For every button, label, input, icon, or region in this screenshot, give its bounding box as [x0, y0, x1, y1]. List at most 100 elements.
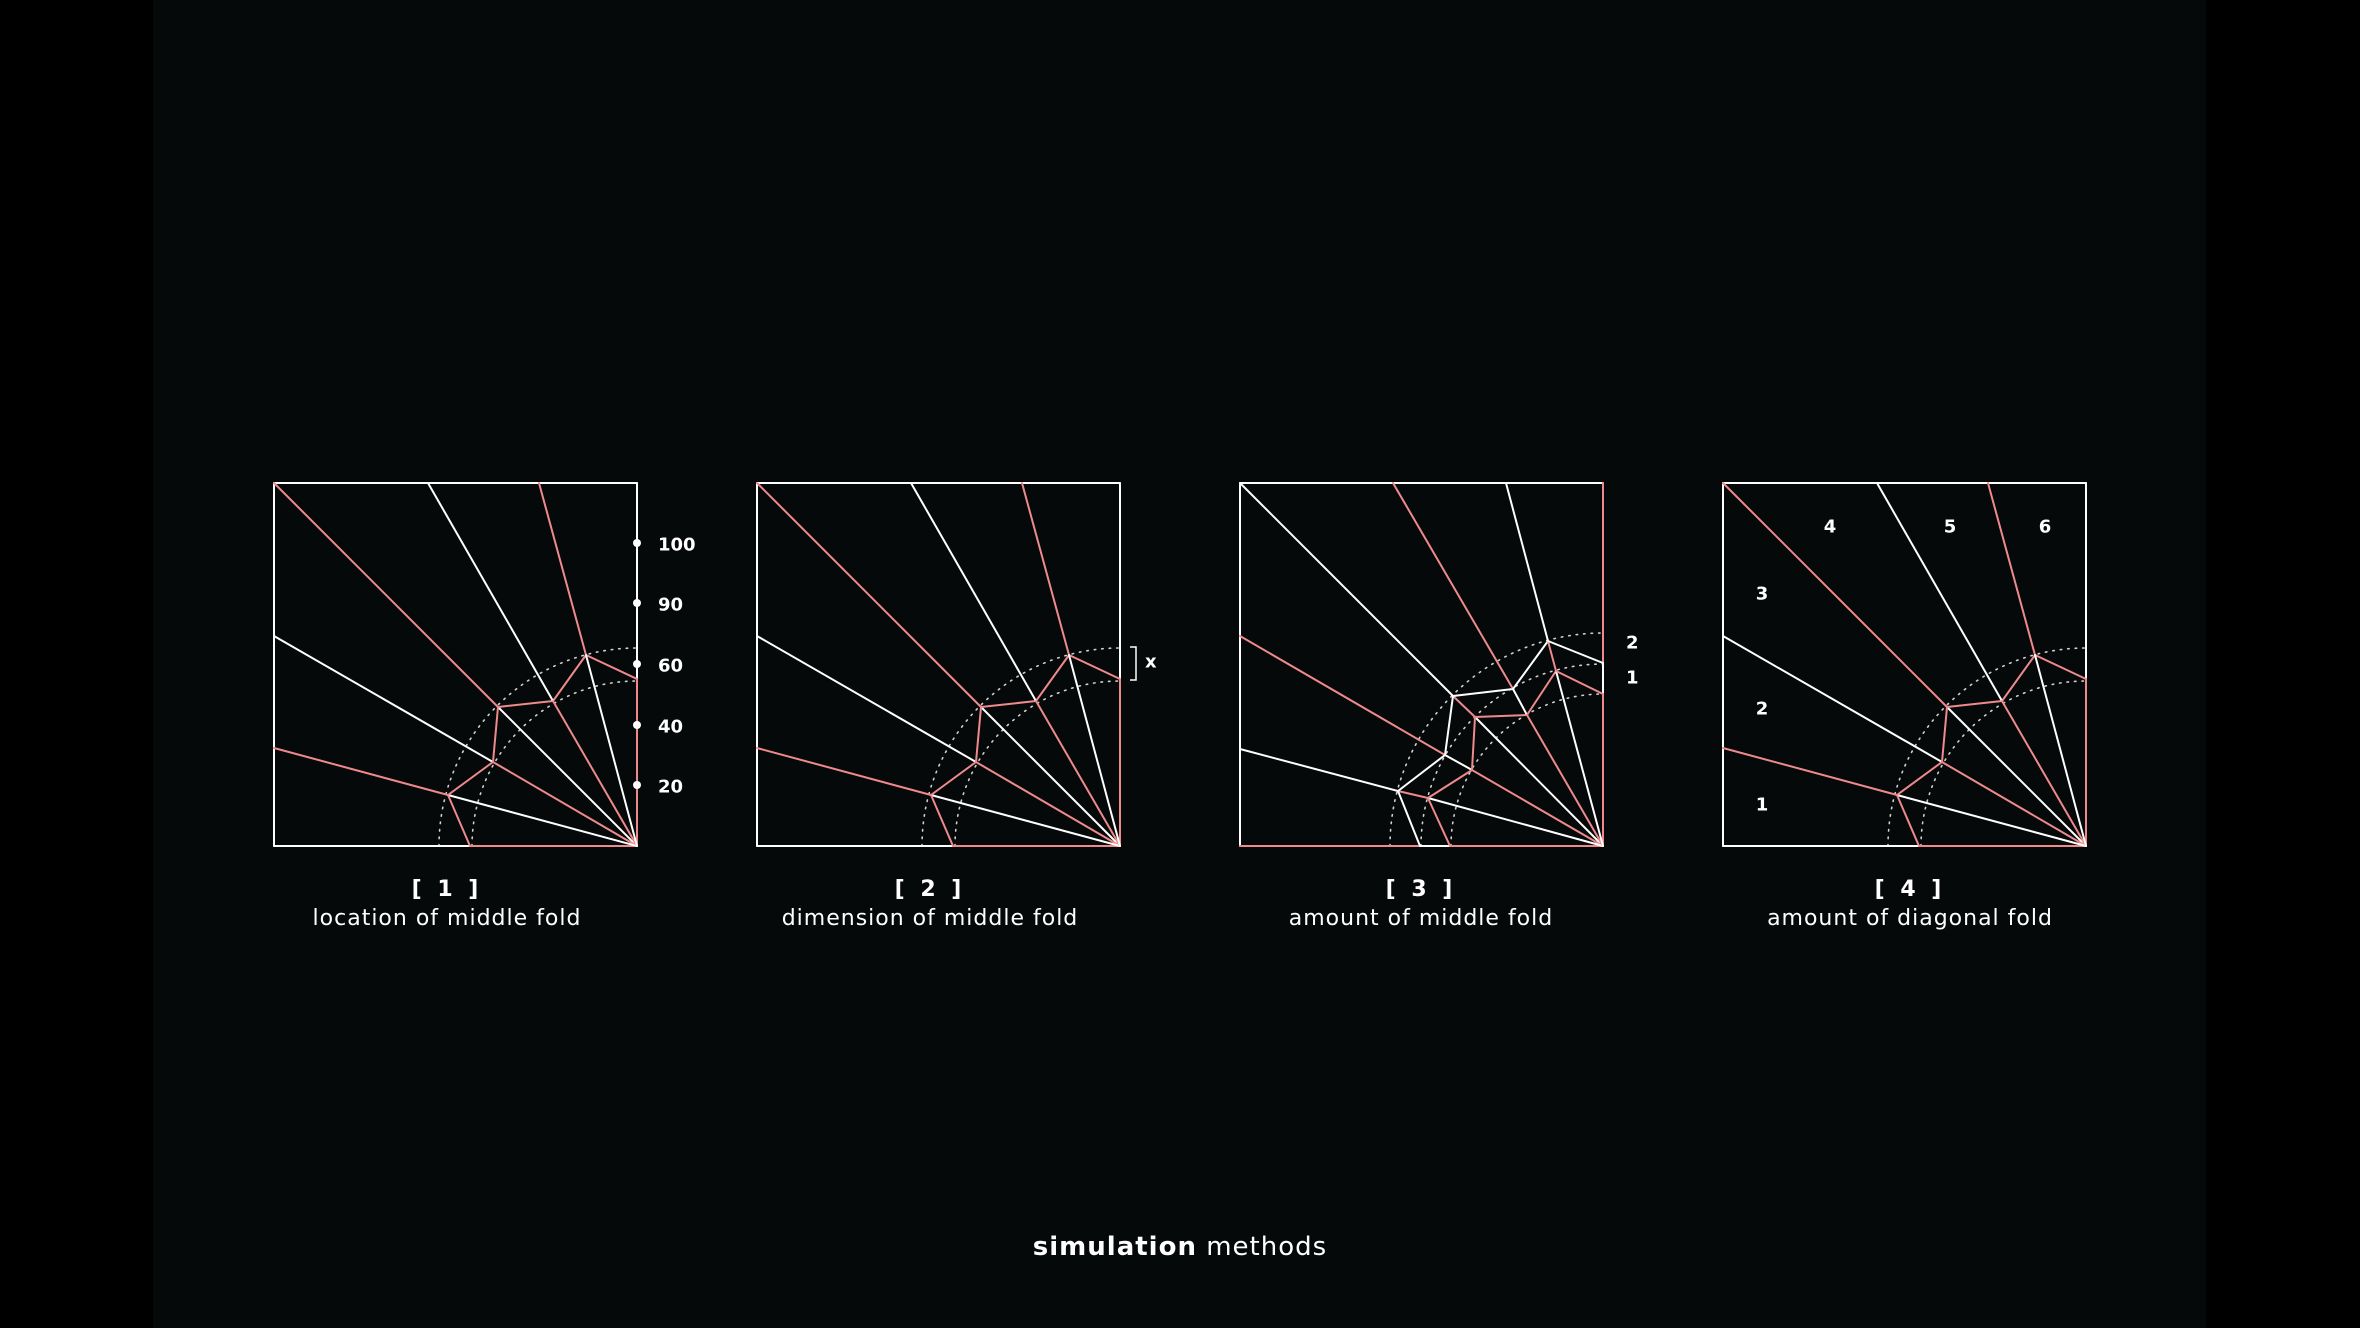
valley-fold-line — [2034, 654, 2087, 680]
valley-fold-line — [1452, 695, 1476, 718]
mountain-fold-line — [1068, 654, 1121, 847]
crease-pattern — [1239, 482, 1604, 847]
scale-label-40: 40 — [658, 716, 684, 738]
valley-fold-line — [273, 747, 449, 796]
valley-fold-line — [447, 794, 471, 847]
dotted-arc — [438, 647, 638, 847]
scale-dot — [633, 599, 641, 607]
dimension-label-x: x — [1145, 651, 1157, 673]
fold-label-1: 1 — [1626, 667, 1639, 689]
mountain-fold-line — [1876, 482, 2003, 702]
caption-number: [ 3 ] — [1385, 877, 1457, 902]
caption-3: [ 3 ] amount of middle fold — [1171, 876, 1671, 934]
mountain-fold-line — [1896, 794, 2087, 847]
crease-pattern — [1722, 482, 2087, 847]
sector-label-4: 4 — [1823, 516, 1837, 538]
valley-fold-line — [585, 654, 638, 680]
panel-location-of-middle-fold — [273, 482, 641, 847]
mountain-fold-line — [2034, 654, 2087, 847]
mountain-fold-line — [1555, 670, 1604, 847]
caption-number: [ 4 ] — [1874, 877, 1946, 902]
slide-title: simulation methods — [0, 1232, 2360, 1262]
dotted-arc — [921, 647, 1121, 847]
sector-label-5: 5 — [1943, 516, 1957, 538]
valley-fold-line — [756, 747, 932, 796]
mountain-fold-line — [1722, 635, 1943, 763]
mountain-fold-line — [273, 635, 494, 763]
caption-text: amount of diagonal fold — [1767, 906, 2053, 931]
valley-fold-line — [273, 482, 499, 708]
valley-fold-line — [1471, 769, 1604, 847]
valley-fold-line — [1722, 747, 1898, 796]
valley-fold-line — [1035, 700, 1121, 847]
valley-fold-line — [492, 706, 499, 763]
valley-fold-line — [1896, 794, 1920, 847]
valley-fold-line — [552, 700, 638, 847]
sector-label-1: 1 — [1755, 794, 1769, 816]
scale-dot — [633, 781, 641, 789]
mountain-fold-line — [447, 794, 638, 847]
valley-fold-line — [1427, 769, 1473, 799]
valley-fold-line — [1555, 670, 1604, 695]
valley-fold-line — [1035, 654, 1070, 702]
panel-dimension-of-middle-fold — [756, 482, 1137, 847]
valley-fold-line — [1068, 654, 1121, 680]
valley-fold-line — [552, 654, 587, 702]
caption-number: [ 2 ] — [894, 877, 966, 902]
valley-fold-line — [930, 794, 954, 847]
valley-fold-line — [975, 761, 1121, 847]
slide-title-regular: methods — [1206, 1232, 1328, 1262]
panel-amount-of-diagonal-fold — [1722, 482, 2087, 847]
mountain-fold-line — [910, 482, 1037, 702]
valley-fold-line — [1392, 482, 1514, 690]
caption-text: location of middle fold — [312, 906, 582, 931]
slide-background — [153, 0, 2206, 1328]
scale-label-100: 100 — [658, 534, 696, 556]
sector-label-6: 6 — [2038, 516, 2052, 538]
valley-fold-line — [980, 700, 1037, 708]
mountain-fold-line — [1397, 754, 1446, 792]
valley-fold-line — [1427, 797, 1451, 847]
valley-fold-line — [1526, 670, 1557, 716]
sector-label-3: 3 — [1755, 583, 1769, 605]
valley-fold-line — [1397, 790, 1429, 799]
fold-label-2: 2 — [1626, 632, 1639, 654]
caption-text: dimension of middle fold — [781, 906, 1079, 931]
mountain-fold-line — [1444, 754, 1473, 771]
mountain-fold-line — [756, 635, 977, 763]
mountain-fold-line — [427, 482, 554, 702]
mountain-fold-line — [930, 794, 1121, 847]
mountain-fold-line — [1452, 688, 1514, 697]
mountain-fold-line — [497, 706, 638, 847]
scale-label-90: 90 — [658, 594, 684, 616]
valley-fold-line — [447, 761, 494, 796]
valley-fold-line — [1987, 482, 2036, 656]
dimension-bracket — [1130, 646, 1137, 681]
valley-fold-line — [2001, 700, 2087, 847]
valley-fold-line — [1896, 761, 1943, 796]
dotted-arc — [1887, 647, 2087, 847]
valley-fold-line — [1941, 761, 2087, 847]
valley-fold-line — [1722, 482, 1948, 708]
caption-number: [ 1 ] — [411, 877, 483, 902]
mountain-fold-line — [1474, 716, 1604, 847]
mountain-fold-line — [980, 706, 1121, 847]
mountain-fold-line — [1547, 640, 1604, 664]
valley-fold-line — [930, 761, 977, 796]
valley-fold-line — [1941, 706, 1948, 763]
valley-fold-line — [492, 761, 638, 847]
valley-fold-line — [975, 706, 982, 763]
mountain-fold-line — [1239, 748, 1399, 792]
caption-text: amount of middle fold — [1288, 906, 1554, 931]
valley-fold-line — [538, 482, 587, 656]
mountain-fold-line — [1946, 706, 2087, 847]
valley-fold-line — [1946, 700, 2003, 708]
mountain-fold-line — [1444, 695, 1454, 756]
scale-dot — [633, 660, 641, 668]
valley-fold-line — [1021, 482, 1070, 656]
mountain-fold-line — [1512, 688, 1528, 716]
caption-1: [ 1 ] location of middle fold — [197, 876, 697, 934]
scale-label-60: 60 — [658, 655, 684, 677]
valley-fold-line — [2001, 654, 2036, 702]
valley-fold-line — [497, 700, 554, 708]
